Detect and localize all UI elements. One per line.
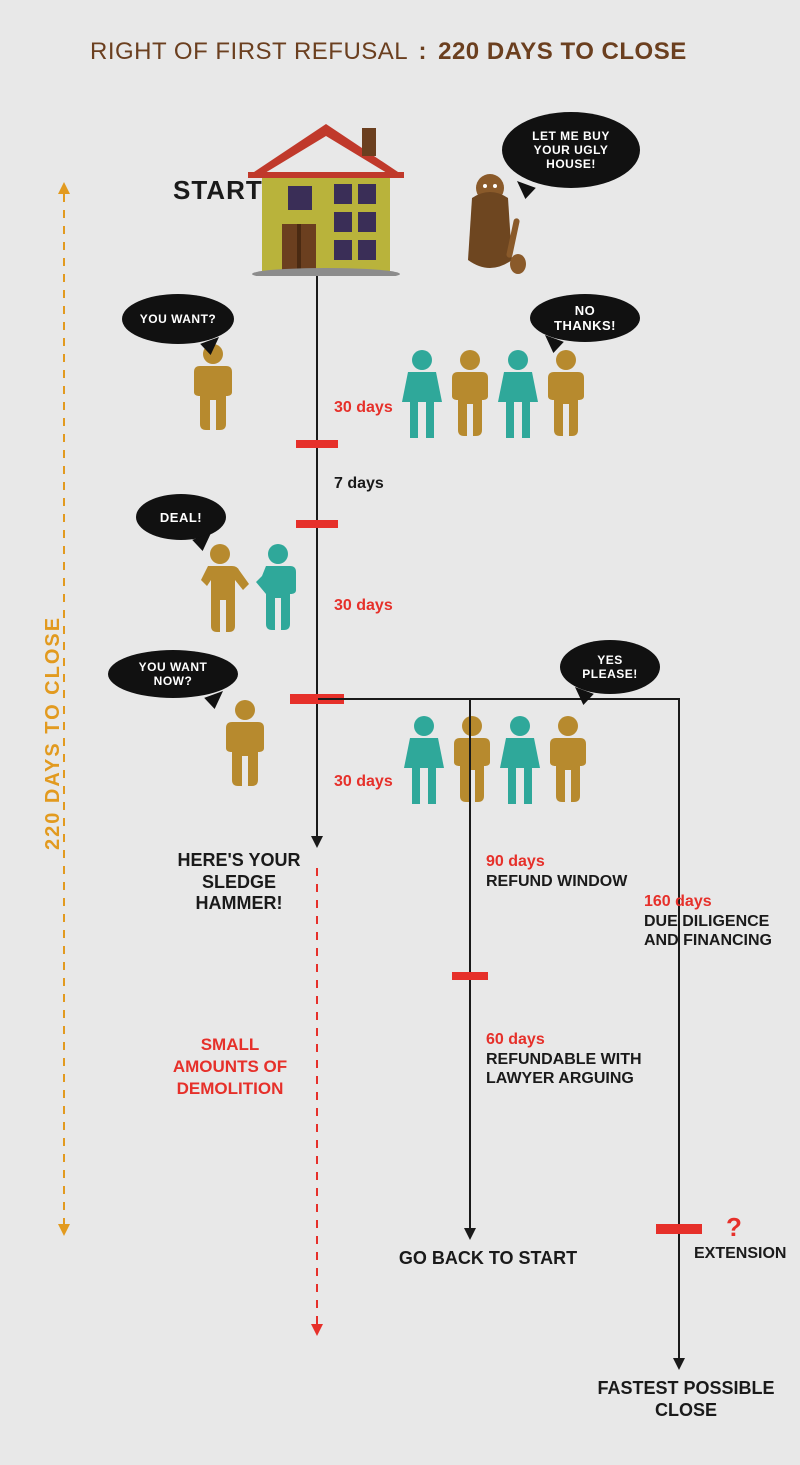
bubble-caveman-text: LET ME BUY YOUR UGLY HOUSE!	[516, 129, 626, 171]
person-asker-1-icon	[190, 342, 236, 432]
tick-1	[296, 440, 338, 448]
branch-right	[678, 700, 680, 1360]
branch-right-tick	[656, 1224, 702, 1234]
title-left: RIGHT OF FIRST REFUSAL	[90, 38, 407, 65]
branch-mid	[469, 700, 471, 1230]
page-title: RIGHT OF FIRST REFUSAL : 220 DAYS TO CLO…	[90, 38, 687, 66]
person-asker-2-icon	[222, 698, 268, 788]
demolition-line	[316, 868, 318, 1324]
branch-mid-days1: 90 days	[486, 852, 545, 871]
bubble-caveman: LET ME BUY YOUR UGLY HOUSE!	[502, 112, 640, 188]
main-end-label: HERE'S YOUR SLEDGE HAMMER!	[164, 850, 314, 915]
demolition-arrow-icon	[311, 1324, 323, 1336]
branch-right-end: FASTEST POSSIBLE CLOSE	[596, 1378, 776, 1421]
bubble-you-want-text: YOU WANT?	[140, 312, 217, 326]
branch-right-ext: EXTENSION	[694, 1244, 786, 1263]
start-label: START	[173, 175, 263, 206]
branch-h	[318, 698, 680, 700]
group-yes-please-icon	[398, 712, 598, 812]
days-seg4: 30 days	[334, 772, 393, 791]
demolition-label: SMALL AMOUNTS OF DEMOLITION	[160, 1034, 300, 1100]
branch-mid-label1: REFUND WINDOW	[486, 872, 656, 891]
branch-right-q: ?	[726, 1212, 742, 1243]
bubble-you-want-now: YOU WANT NOW?	[108, 650, 238, 698]
scale-arrow-down-icon	[58, 1224, 70, 1236]
timeline-main-arrow-icon	[311, 836, 323, 848]
tick-2	[296, 520, 338, 528]
bubble-no-thanks: NO THANKS!	[530, 294, 640, 342]
bubble-deal-text: DEAL!	[160, 510, 202, 525]
title-right: 220 DAYS TO CLOSE	[438, 38, 687, 65]
branch-mid-tick	[452, 972, 488, 980]
bubble-you-want: YOU WANT?	[122, 294, 234, 344]
branch-mid-days2: 60 days	[486, 1030, 545, 1049]
branch-right-arrow-icon	[673, 1358, 685, 1370]
days-seg1: 30 days	[334, 398, 393, 417]
title-colon: :	[418, 38, 427, 65]
branch-mid-end: GO BACK TO START	[398, 1248, 578, 1270]
branch-right-days1: 160 days	[644, 892, 712, 911]
scale-arrow-up-icon	[58, 182, 70, 194]
scale-label: 220 DAYS TO CLOSE	[42, 616, 65, 850]
timeline-main	[316, 276, 318, 838]
group-no-thanks-icon	[396, 346, 596, 446]
pair-deal-icon	[196, 542, 306, 638]
bubble-you-want-now-text: YOU WANT NOW?	[122, 660, 224, 688]
days-seg3: 30 days	[334, 596, 393, 615]
days-seg2: 7 days	[334, 474, 384, 493]
bubble-deal: DEAL!	[136, 494, 226, 540]
house-icon	[242, 116, 410, 276]
branch-mid-label2: REFUNDABLE WITH LAWYER ARGUING	[486, 1050, 646, 1088]
bubble-yes-please: YES PLEASE!	[560, 640, 660, 694]
branch-right-label1: DUE DILIGENCE AND FINANCING	[644, 912, 794, 950]
bubble-yes-please-text: YES PLEASE!	[574, 653, 646, 681]
bubble-no-thanks-text: NO THANKS!	[544, 303, 626, 333]
branch-mid-arrow-icon	[464, 1228, 476, 1240]
